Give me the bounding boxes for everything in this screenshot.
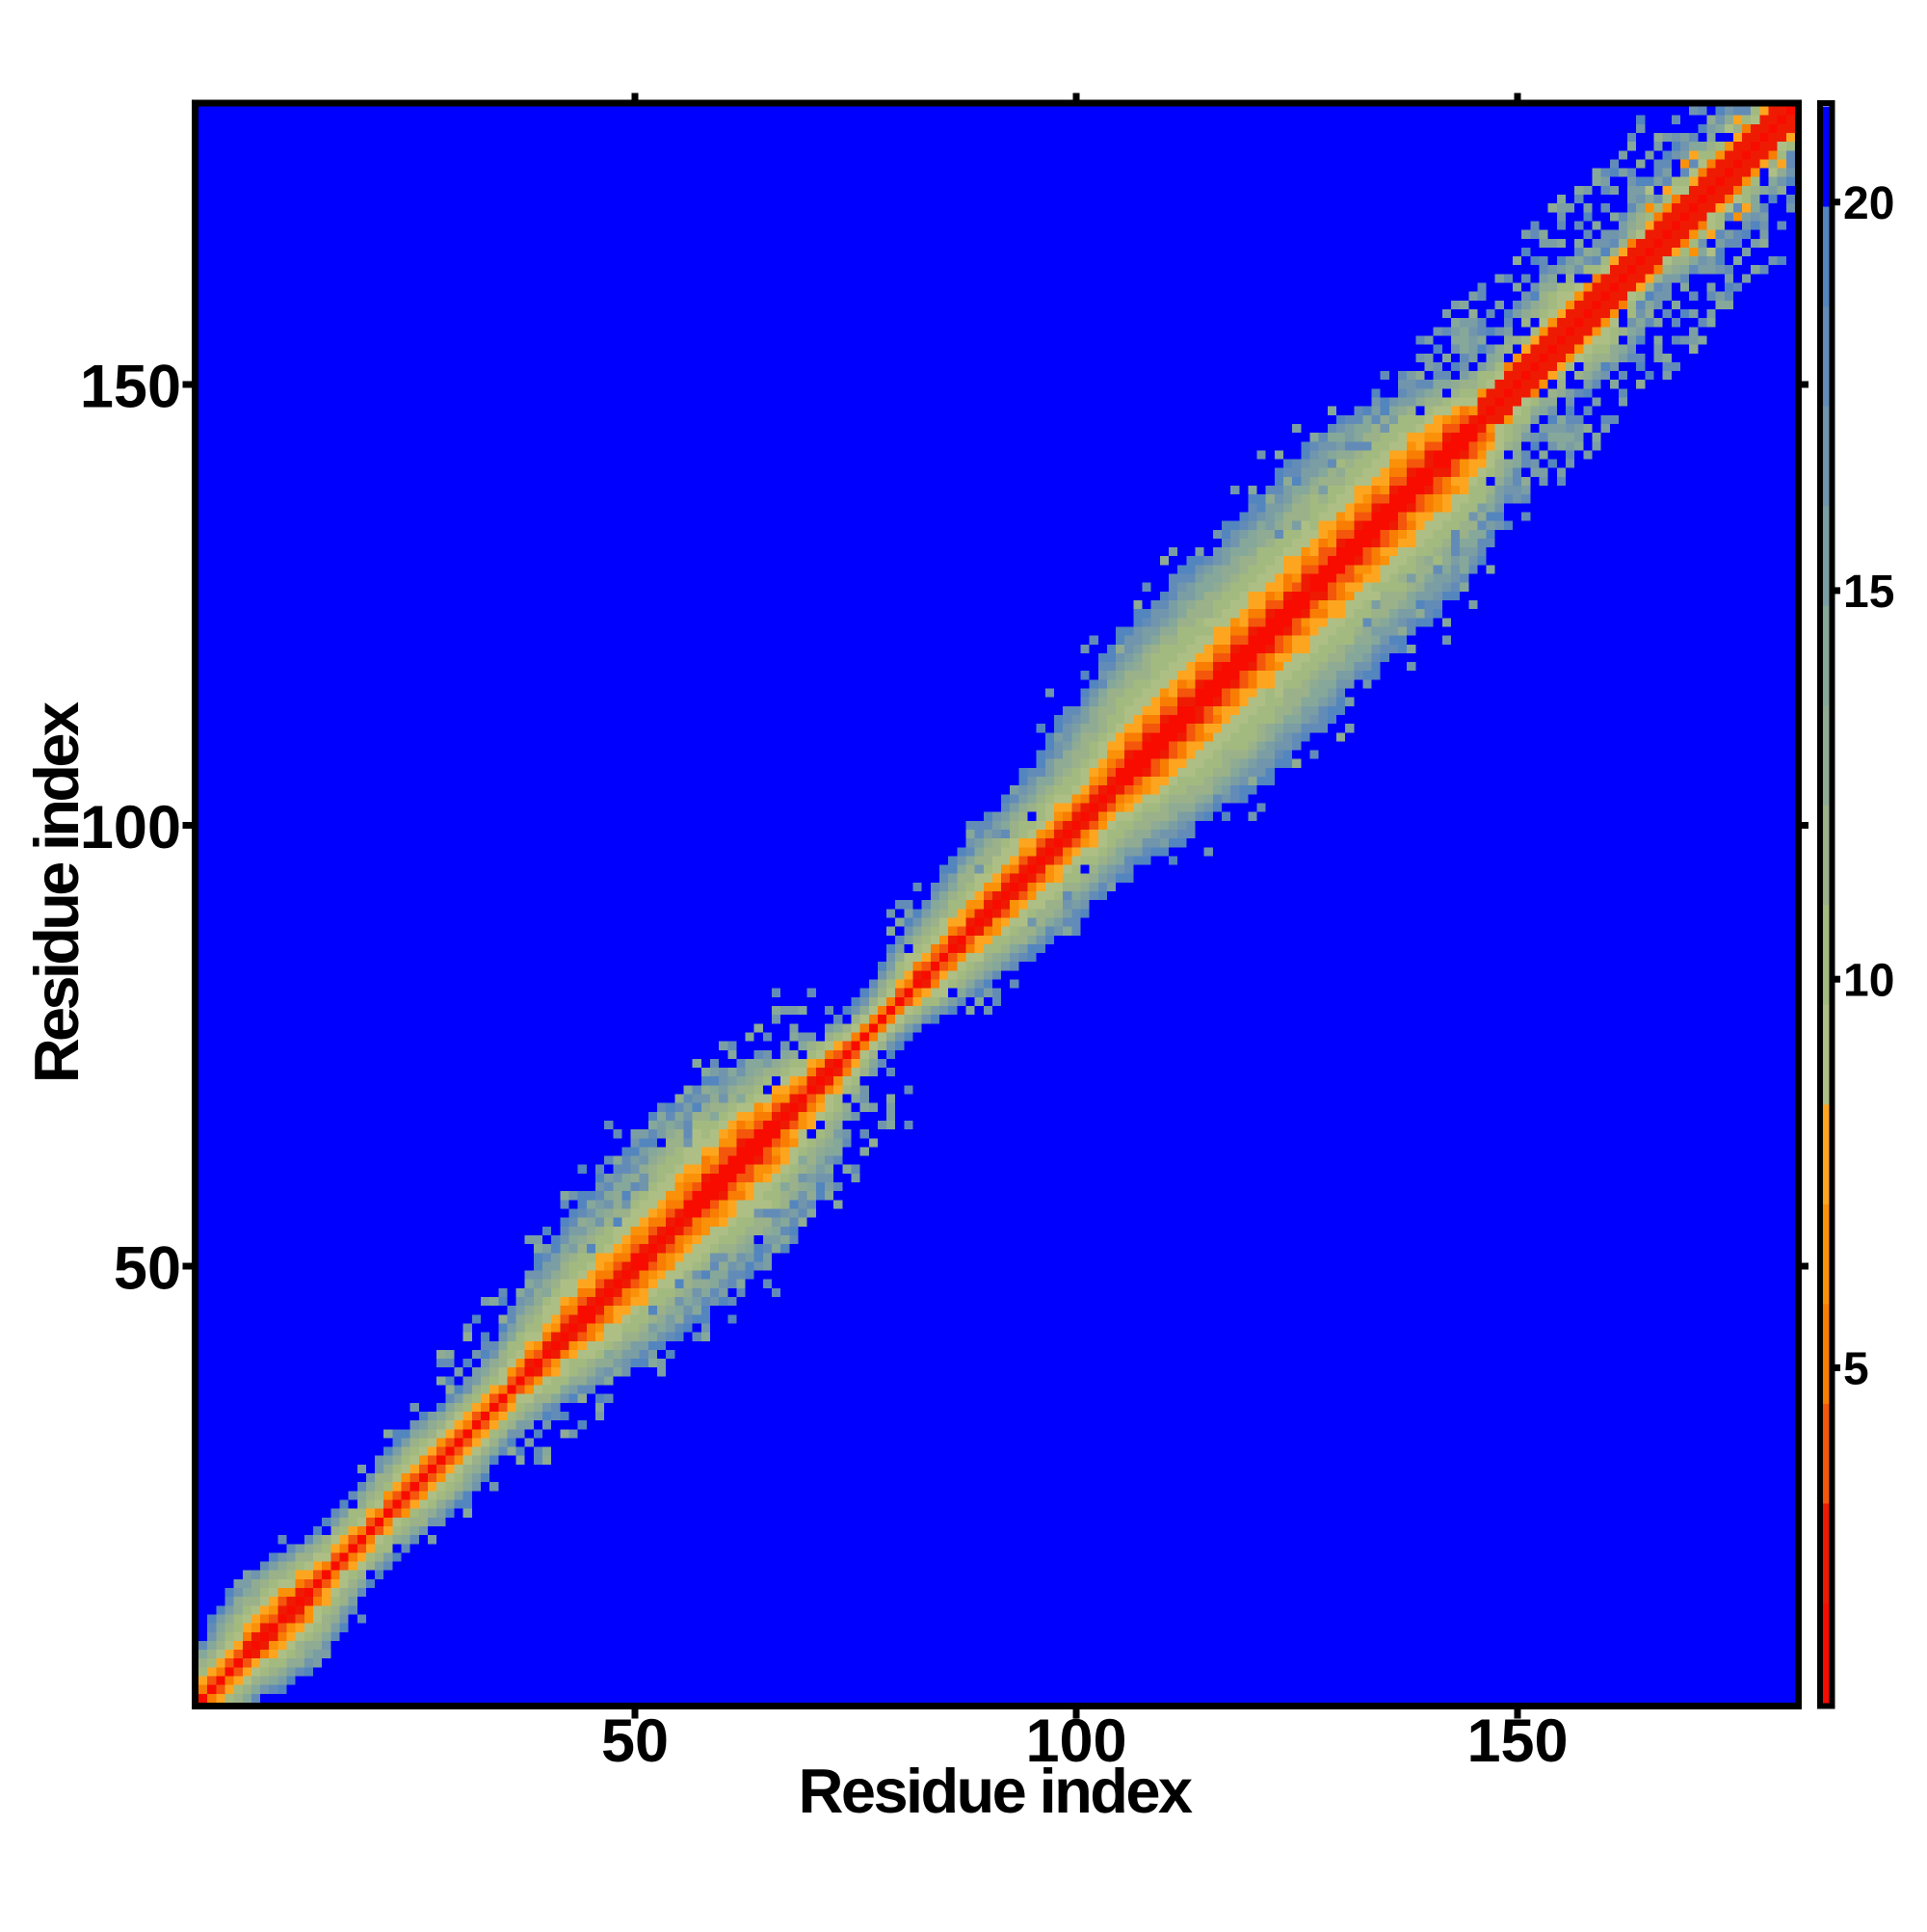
svg-text:50: 50 [114, 1235, 181, 1303]
svg-text:5: 5 [1843, 1344, 1869, 1395]
svg-text:150: 150 [80, 354, 181, 421]
svg-text:15: 15 [1843, 567, 1894, 618]
svg-text:Residue index: Residue index [21, 701, 92, 1083]
svg-text:150: 150 [1466, 1707, 1568, 1775]
svg-text:100: 100 [1025, 1707, 1126, 1775]
svg-text:50: 50 [601, 1707, 669, 1775]
svg-text:20: 20 [1843, 178, 1894, 229]
svg-text:10: 10 [1843, 955, 1894, 1006]
svg-text:100: 100 [80, 794, 181, 861]
svg-text:Residue index: Residue index [799, 1756, 1193, 1826]
